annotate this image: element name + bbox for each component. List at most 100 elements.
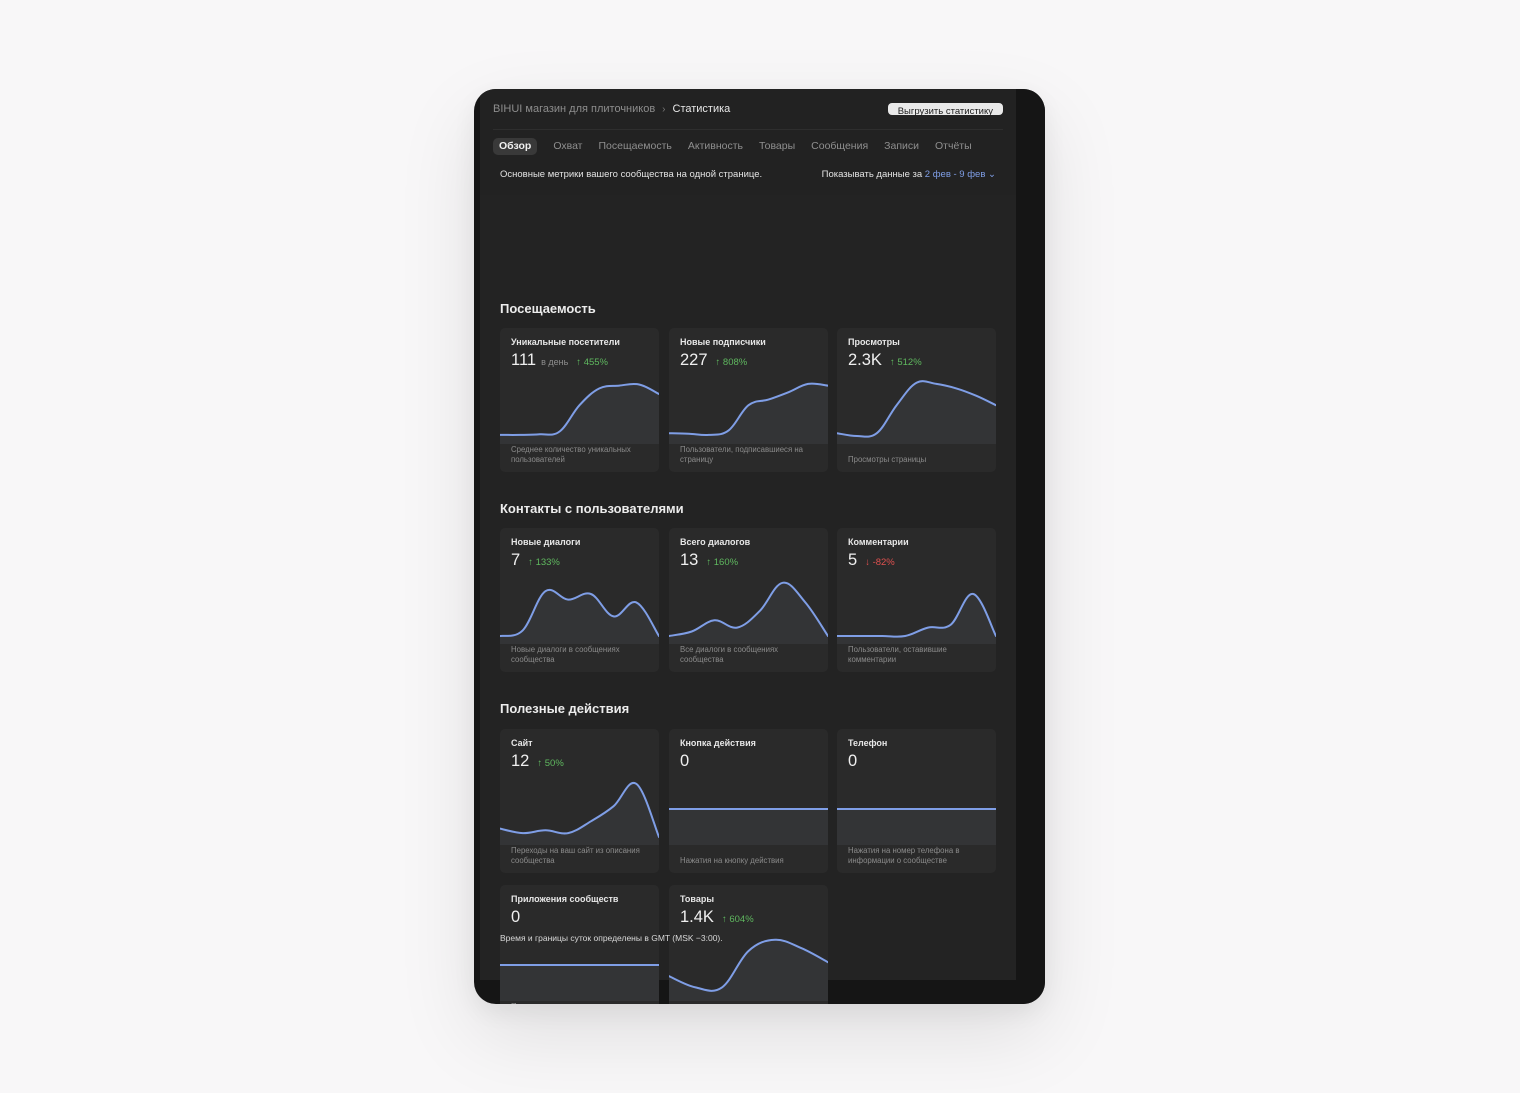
metric-card[interactable]: Комментарии 5 ↓ -82% Пользователи, оставивш… [837, 528, 996, 672]
metric-description: Нажатия на номер телефона в информации о… [848, 846, 960, 865]
metric-delta: ↑ 455% [576, 357, 608, 368]
metric-title: Комментарии [848, 537, 909, 547]
breadcrumb-community[interactable]: BIHUI магазин для плиточников [493, 103, 656, 115]
metric-delta-value: 160% [713, 557, 739, 568]
metric-value: 5 [848, 551, 858, 569]
metric-card[interactable]: Всего диалогов 13 ↑ 160% Все диалоги в сооб… [669, 528, 828, 672]
sparkline-area [669, 809, 828, 845]
metric-title: Просмотры [848, 337, 900, 347]
metric-value-row: 7 ↑ 133% [511, 551, 560, 570]
metric-description: Пользователи, подписавшиеся на страницу [680, 445, 803, 464]
metric-delta: ↑ 160% [706, 557, 738, 568]
metrics-content: Посещаемость Уникальные посетители 111 в де… [480, 195, 1016, 1004]
metric-title: Приложения сообществ [511, 894, 619, 904]
sparkline-line [837, 380, 996, 438]
metric-description: Просмотры страницы [848, 454, 927, 464]
metric-delta-value: 808% [722, 357, 748, 368]
breadcrumb-current: Статистика [672, 103, 731, 115]
sparkline-chart [669, 581, 828, 644]
metric-card[interactable]: Приложения сообществ 0 Пользователи, заход… [500, 885, 659, 1004]
tab-5[interactable]: Сообщения [811, 140, 869, 152]
sparkline-line [500, 588, 659, 637]
metric-delta-value: 133% [535, 557, 560, 568]
metric-card[interactable]: Просмотры 2.3K ↑ 512% Просмотры страницы [837, 328, 996, 472]
arrow-up-icon: ↑ [721, 914, 730, 925]
date-range-value[interactable]: 2 фев - 9 фев [924, 168, 986, 180]
sparkline-area [500, 782, 659, 845]
tab-bar: Обзор Охват Посещаемость Активность Товары Со… [493, 138, 988, 155]
arrow-up-icon: ↑ [889, 357, 898, 368]
metric-title: Товары [680, 894, 715, 904]
metric-delta: ↑ 512% [890, 357, 922, 368]
metric-value: 227 [680, 351, 708, 369]
metric-card[interactable]: Уникальные посетители 111 в день ↑ 455% Сред… [500, 328, 659, 472]
metric-value-row: 227 ↑ 808% [680, 351, 747, 370]
app-window: BIHUI магазин для плиточников › Статисти… [474, 89, 1045, 1004]
metric-value-row: 5 ↓ -82% [848, 551, 895, 570]
sparkline-chart [837, 380, 996, 444]
arrow-up-icon: ↑ [576, 357, 584, 368]
metric-value: 0 [511, 908, 521, 926]
metric-value-row: 13 ↑ 160% [680, 551, 738, 570]
metric-delta-value: 455% [583, 357, 608, 368]
sparkline-area [500, 383, 659, 444]
date-range-label: Показывать данные за [821, 168, 923, 180]
timezone-footnote: Время и границы суток определены в GMT (… [500, 933, 723, 943]
tab-3[interactable]: Активность [687, 140, 744, 152]
chevron-down-icon[interactable]: ⌄ [988, 168, 996, 180]
sparkline-area [669, 582, 828, 644]
tab-0[interactable]: Обзор [493, 138, 538, 155]
metric-title: Кнопка действия [680, 738, 756, 748]
metric-card[interactable]: Телефон 0 Нажатия на номер телефона в инфо… [837, 729, 996, 873]
sparkline-chart [837, 808, 996, 845]
metric-delta: ↓ -82% [865, 557, 895, 568]
metric-title: Новые подписчики [680, 337, 766, 347]
metric-description: Нажатия на кнопку действия [680, 855, 784, 865]
metric-value: 12 [511, 752, 530, 770]
section-title: Контакты с пользователями [500, 501, 684, 516]
metric-title: Новые диалоги [511, 537, 581, 547]
statistics-panel: BIHUI магазин для плиточников › Статисти… [480, 89, 1016, 1004]
tab-6[interactable]: Записи [884, 140, 920, 152]
metric-value-row: 0 [511, 908, 520, 927]
sparkline-line [669, 382, 828, 437]
sparkline-chart [669, 382, 828, 444]
metric-value-row: 1.4K ↑ 604% [680, 908, 754, 927]
metric-card[interactable]: Новые диалоги 7 ↑ 133% Новые диалоги в сооб… [500, 528, 659, 672]
metric-card[interactable]: Кнопка действия 0 Нажатия на кнопку действ… [669, 729, 828, 873]
top-bar: BIHUI магазин для плиточников › Статисти… [493, 89, 1003, 130]
metric-value: 111 [511, 351, 537, 369]
scrollbar-track[interactable] [1016, 89, 1045, 1004]
metric-description: Новые диалоги в сообщениях сообщества [511, 645, 620, 664]
metric-unit: в день [541, 357, 569, 367]
date-range-selector[interactable]: Показывать данные за 2 фев - 9 фев ⌄ [822, 169, 996, 180]
sparkline-area [669, 939, 828, 1001]
metric-value-row: 0 [680, 752, 689, 771]
metric-card[interactable]: Сайт 12 ↑ 50% Переходы на ваш сайт из описа… [500, 729, 659, 873]
metric-delta: ↑ 808% [716, 357, 748, 368]
metric-value: 1.4K [680, 908, 714, 926]
sparkline-chart [837, 593, 996, 644]
export-statistics-button[interactable]: Выгрузить статистику [887, 103, 1003, 117]
metric-value-row: 111 в день ↑ 455% [511, 351, 608, 370]
metric-delta-value: -82% [872, 557, 895, 568]
metric-delta-value: 604% [729, 914, 754, 925]
tab-1[interactable]: Охват [553, 140, 583, 152]
metric-delta: ↑ 133% [528, 557, 560, 568]
metric-description: Все диалоги в сообщениях сообщества [680, 645, 779, 664]
sparkline-area [837, 381, 996, 444]
arrow-down-icon: ↓ [865, 557, 873, 568]
metric-value: 0 [680, 752, 690, 770]
metric-description: Пользователи, заходившие в приложения со… [511, 1002, 653, 1004]
metric-value-row: 2.3K ↑ 512% [848, 351, 922, 370]
tab-4[interactable]: Товары [759, 140, 796, 152]
metric-title: Всего диалогов [680, 537, 751, 547]
sparkline-line [669, 581, 828, 637]
metric-card[interactable]: Новые подписчики 227 ↑ 808% Пользователи, п… [669, 328, 828, 472]
arrow-up-icon: ↑ [715, 357, 723, 368]
metric-value: 2.3K [848, 351, 882, 369]
arrow-up-icon: ↑ [706, 557, 714, 568]
tab-2[interactable]: Посещаемость [598, 140, 672, 152]
tab-7[interactable]: Отчёты [935, 140, 972, 152]
